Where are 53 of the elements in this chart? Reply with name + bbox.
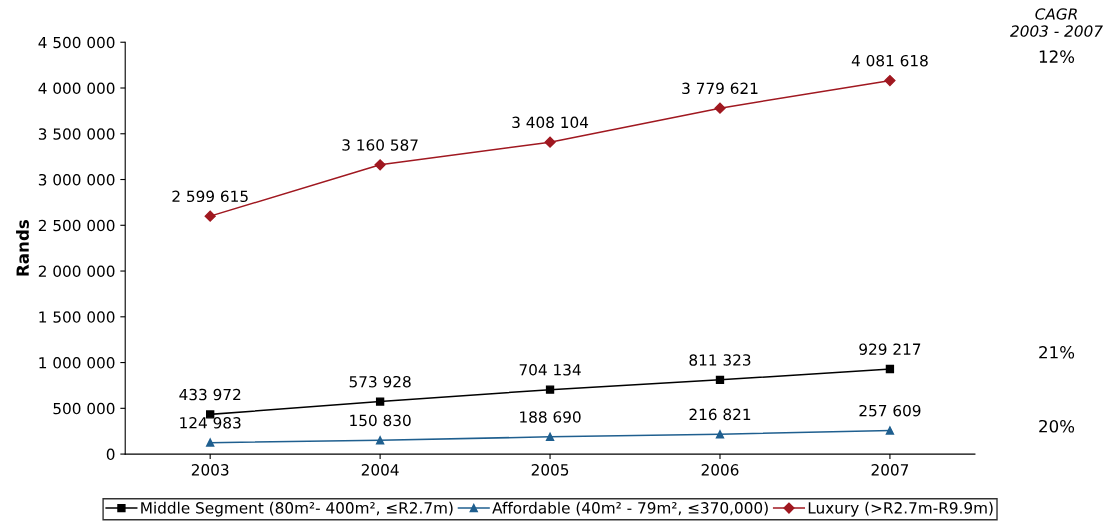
data-label: 573 928 [349,375,411,388]
point [715,430,725,439]
legend-label: Affordable (40m² - 79m², ≤370,000) [492,501,768,516]
y-axis-title: Rands [16,220,29,276]
point [206,438,215,447]
legend-label: Middle Segment (80m²- 400m², ≤R2.7m) [141,501,453,517]
data-label: 257 609 [859,404,921,417]
data-label: 433 972 [179,388,241,401]
data-label: 216 821 [689,408,751,421]
data-label: 929 217 [859,343,921,355]
point [885,364,895,374]
y-tick-label: 0 [106,448,115,461]
data-label: 188 690 [520,411,581,423]
point [375,397,385,406]
point [204,210,216,222]
legend-label: Luxury (>R2.7m-R9.9m) [808,501,993,517]
data-label: 150 830 [350,414,411,427]
y-tick-label: 500 000 [53,402,115,415]
data-label: 4 081 618 [851,54,928,67]
point [884,74,896,87]
x-tick-label: 2004 [361,464,399,476]
data-label: 3 779 621 [682,82,758,95]
point [715,375,725,384]
data-label: 3 408 104 [512,116,589,129]
data-label: 124 983 [180,417,241,429]
data-label: 704 134 [519,364,581,376]
y-tick-label: 2 500 000 [38,219,115,232]
y-tick-label: 3 000 000 [38,173,115,186]
y-tick-label: 3 500 000 [38,128,115,140]
y-tick-label: 4 000 000 [38,82,115,95]
data-label: 811 323 [689,354,751,366]
x-tick-label: 2006 [701,464,739,476]
x-tick-label: 2003 [191,464,229,476]
text: CAGR 2003 - 2007 [1010,8,1103,37]
y-tick-label: 2 000 000 [38,265,115,278]
x-tick-label: 2007 [871,464,909,476]
point [374,159,386,171]
y-tick-label: 4 500 000 [38,36,115,49]
point [714,102,726,114]
point [545,432,555,441]
x-tick-label: 2005 [531,464,569,476]
point [885,426,895,435]
point [375,436,385,445]
point [206,410,215,419]
text: 12% [1039,50,1075,63]
text: 20% [1039,419,1075,433]
point [544,136,556,148]
data-label: 3 160 587 [342,139,418,151]
y-tick-label: 1 500 000 [39,311,115,323]
text: 21% [1039,345,1075,359]
point [545,385,555,394]
data-label: 2 599 615 [172,190,248,203]
y-tick-label: 1 000 000 [39,357,115,369]
